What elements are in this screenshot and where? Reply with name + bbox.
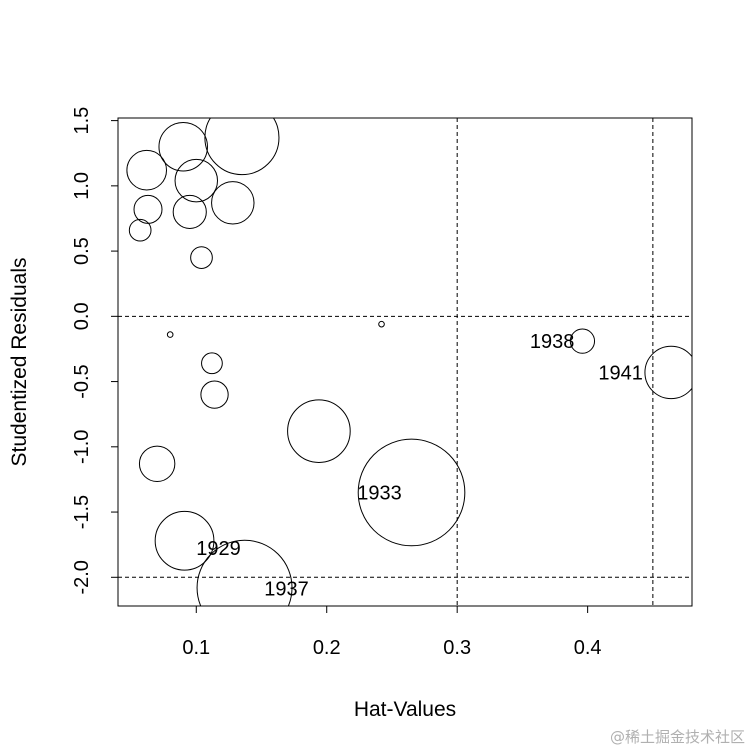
bubble-point [200, 380, 229, 409]
point-label: 1937 [264, 579, 309, 601]
bubble-point [211, 181, 255, 225]
bubble-point [126, 149, 167, 191]
y-axis: -2.0 -1.5 -1.0 -0.5 0.0 0.5 1.0 1.5 [71, 107, 118, 595]
bubble-point [174, 158, 219, 203]
bubble-point [158, 121, 208, 172]
x-axis: 0.1 0.2 0.3 0.4 [182, 606, 602, 659]
bubble-point [166, 331, 174, 338]
y-tick-label: -1.5 [71, 495, 93, 529]
bubble-point [201, 352, 223, 375]
point-label: 1933 [357, 482, 402, 504]
bubble-point [378, 320, 385, 328]
x-tick-label: 0.2 [313, 637, 341, 659]
bubble-point [154, 510, 215, 571]
y-tick-label: 1.0 [71, 172, 93, 200]
bubble-point [287, 399, 351, 463]
y-axis-title: Studentized Residuals [8, 258, 31, 467]
x-tick-label: 0.4 [574, 637, 602, 659]
y-tick-label: 1.5 [71, 107, 93, 135]
bubble-point [644, 345, 692, 400]
bubble-point [357, 438, 466, 547]
bubble-point [172, 194, 207, 230]
reference-lines [118, 118, 692, 606]
y-tick-label: -2.0 [71, 560, 93, 594]
bubble-point [190, 246, 213, 269]
point-label: 1938 [530, 331, 575, 353]
bubble-point [128, 218, 152, 242]
point-label: 1929 [196, 538, 241, 560]
y-tick-label: 0.5 [71, 237, 93, 265]
x-tick-label: 0.1 [182, 637, 210, 659]
point-label: 1941 [598, 362, 643, 384]
watermark: @稀土掘金技术社区 [609, 728, 745, 746]
x-tick-label: 0.3 [443, 637, 471, 659]
bubble-point [569, 328, 596, 354]
x-axis-title: Hat-Values [354, 698, 456, 721]
bubble-point [204, 118, 280, 176]
plot-frame [117, 117, 693, 607]
bubble-point [138, 445, 176, 482]
bubbles [126, 118, 692, 606]
y-tick-label: -1.0 [71, 430, 93, 464]
y-tick-label: -0.5 [71, 364, 93, 398]
point-labels: 1933 1929 1937 1938 1941 [196, 331, 643, 601]
y-tick-label: 0.0 [71, 302, 93, 330]
bubble-point [196, 539, 293, 606]
